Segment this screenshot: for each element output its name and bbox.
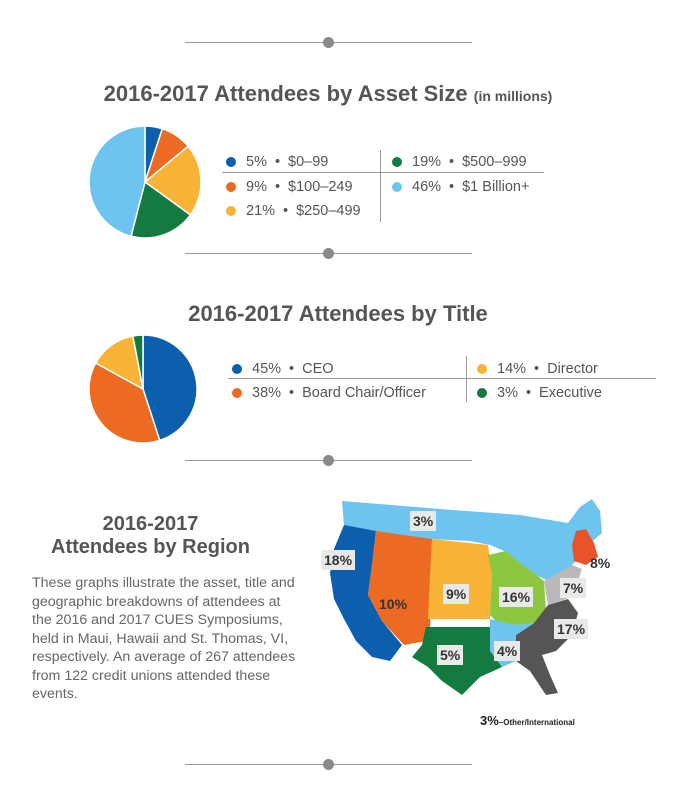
region-description: These graphs illustrate the asset, title…	[32, 575, 296, 702]
region-northeast	[572, 529, 598, 565]
map-label-southeast: 17%	[554, 619, 589, 639]
legend-bullet: •	[289, 385, 295, 401]
region-title-line1: 2016-2017	[102, 513, 199, 535]
legend-dot	[232, 364, 242, 374]
title-chart-title: 2016-2017 Attendees by Title	[188, 301, 488, 326]
legend-pct: 9%	[246, 179, 267, 195]
asset-pie-chart	[88, 125, 202, 239]
legend-label: $500–999	[462, 154, 527, 170]
asset-legend-3: 19% • $500–999	[392, 154, 527, 170]
map-label-west-coast: 18%	[321, 550, 356, 570]
pie-slice-4	[88, 125, 146, 238]
asset-legend-vline	[380, 150, 381, 222]
pie-slice-2	[143, 145, 202, 216]
asset-legend-0: 5% • $0–99	[226, 154, 328, 170]
legend-label: Executive	[539, 385, 602, 401]
legend-dot	[226, 206, 236, 216]
pie-slice-0	[142, 334, 198, 442]
region-title-line2: Attendees by Region	[51, 536, 250, 558]
map-label-south-central: 5%	[437, 645, 464, 665]
title-legend-2: 14% • Director	[477, 361, 598, 377]
legend-label: CEO	[302, 361, 334, 377]
legend-dot	[226, 182, 236, 192]
asset-legend-2: 21% • $250–499	[226, 203, 361, 219]
legend-pct: 3%	[497, 385, 518, 401]
us-region-map	[330, 499, 602, 695]
legend-label: $250–499	[296, 203, 361, 219]
map-label-mid-atlantic: 7%	[560, 578, 587, 598]
other-label: –Other/International	[498, 718, 575, 727]
asset-chart-title: 2016-2017 Attendees by Asset Size	[103, 81, 468, 106]
legend-label: $1 Billion+	[462, 179, 530, 195]
legend-label: $100–249	[288, 179, 353, 195]
title-legend-hline	[228, 378, 656, 379]
divider-bottom	[185, 759, 472, 771]
map-label-north: 3%	[410, 511, 437, 531]
legend-bullet: •	[274, 154, 281, 170]
legend-pct: 14%	[497, 361, 527, 377]
legend-label: Board Chair/Officer	[302, 385, 426, 401]
legend-dot	[477, 388, 487, 398]
legend-pct: 21%	[246, 203, 276, 219]
divider-top	[185, 37, 472, 49]
title-legend-0: 45% • CEO	[232, 361, 334, 377]
legend-bullet: •	[274, 179, 281, 195]
legend-pct: 19%	[412, 154, 442, 170]
pie-slice-3	[130, 180, 192, 239]
legend-dot	[392, 182, 402, 192]
legend-bullet: •	[449, 179, 455, 195]
legend-bullet: •	[283, 203, 289, 219]
divider-2	[185, 455, 472, 467]
legend-bullet: •	[525, 385, 532, 401]
legend-pct: 46%	[412, 179, 442, 195]
legend-bullet: •	[449, 154, 455, 170]
asset-legend-1: 9% • $100–249	[226, 179, 353, 195]
legend-pct: 38%	[252, 385, 282, 401]
asset-chart-title-row: 2016-2017 Attendees by Asset Size (in mi…	[0, 81, 668, 107]
map-label-northeast: 8%	[590, 555, 611, 571]
legend-bullet: •	[534, 361, 540, 377]
map-label-mountain: 10%	[379, 596, 408, 612]
title-legend-3: 3% • Executive	[477, 385, 602, 401]
legend-dot	[392, 157, 402, 167]
pie-slice-1	[88, 361, 161, 444]
map-label-mid-south: 4%	[494, 641, 521, 661]
pie-slice-3	[132, 334, 144, 390]
asset-legend-hline	[222, 172, 544, 173]
asset-chart-subtitle: (in millions)	[473, 88, 553, 104]
legend-pct: 5%	[246, 154, 267, 170]
map-label-great-lakes: 16%	[499, 587, 534, 607]
legend-label: $0–99	[288, 154, 329, 170]
legend-dot	[477, 364, 487, 374]
region-mountain	[368, 531, 432, 645]
legend-bullet: •	[289, 361, 295, 377]
legend-label: Director	[547, 361, 598, 377]
other-international: 3%–Other/International	[480, 713, 575, 728]
region-plains	[428, 539, 492, 619]
region-title: 2016-2017 Attendees by Region	[28, 513, 273, 559]
asset-legend-4: 46% • $1 Billion+	[392, 179, 529, 195]
title-pie-chart	[88, 334, 198, 444]
legend-dot	[232, 388, 242, 398]
title-legend-vline	[466, 356, 467, 402]
other-value: 3%	[480, 713, 499, 728]
legend-pct: 45%	[252, 361, 282, 377]
map-label-plains: 9%	[443, 584, 470, 604]
divider-1	[185, 248, 472, 260]
legend-dot	[226, 157, 236, 167]
title-legend-1: 38% • Board Chair/Officer	[232, 385, 426, 401]
region-north	[342, 499, 602, 583]
